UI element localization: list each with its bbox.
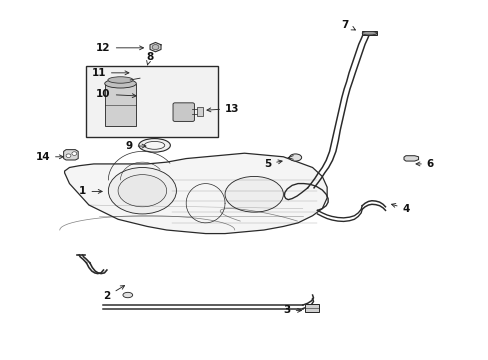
Bar — [104, 84, 136, 126]
Text: 13: 13 — [206, 104, 239, 113]
Polygon shape — [403, 156, 418, 161]
Ellipse shape — [145, 92, 163, 100]
Text: 6: 6 — [415, 159, 433, 169]
Bar — [362, 31, 376, 35]
Ellipse shape — [108, 77, 133, 83]
Ellipse shape — [139, 139, 170, 152]
Bar — [197, 108, 203, 116]
Circle shape — [152, 45, 159, 50]
Text: 3: 3 — [283, 305, 301, 315]
Bar — [305, 304, 318, 312]
Circle shape — [72, 152, 77, 156]
Polygon shape — [64, 153, 326, 234]
Text: 2: 2 — [103, 285, 124, 301]
Text: 7: 7 — [341, 19, 355, 30]
Ellipse shape — [224, 176, 283, 212]
Ellipse shape — [362, 31, 376, 35]
Text: 8: 8 — [146, 52, 153, 65]
Text: 12: 12 — [96, 43, 143, 53]
Ellipse shape — [289, 154, 301, 161]
Ellipse shape — [104, 79, 136, 88]
Ellipse shape — [122, 292, 132, 298]
Bar — [86, 66, 217, 137]
Text: 11: 11 — [91, 68, 129, 78]
Polygon shape — [135, 68, 157, 76]
Polygon shape — [63, 150, 78, 160]
Polygon shape — [150, 42, 161, 52]
Text: 1: 1 — [79, 186, 102, 197]
FancyBboxPatch shape — [173, 103, 194, 121]
Ellipse shape — [140, 89, 169, 103]
Text: 10: 10 — [96, 89, 136, 99]
Circle shape — [66, 154, 71, 157]
Text: 14: 14 — [35, 152, 63, 162]
Ellipse shape — [118, 175, 166, 207]
Ellipse shape — [108, 167, 176, 214]
Text: 9: 9 — [125, 141, 145, 151]
Text: 4: 4 — [391, 203, 409, 213]
Text: 5: 5 — [264, 159, 282, 169]
Ellipse shape — [144, 141, 164, 149]
